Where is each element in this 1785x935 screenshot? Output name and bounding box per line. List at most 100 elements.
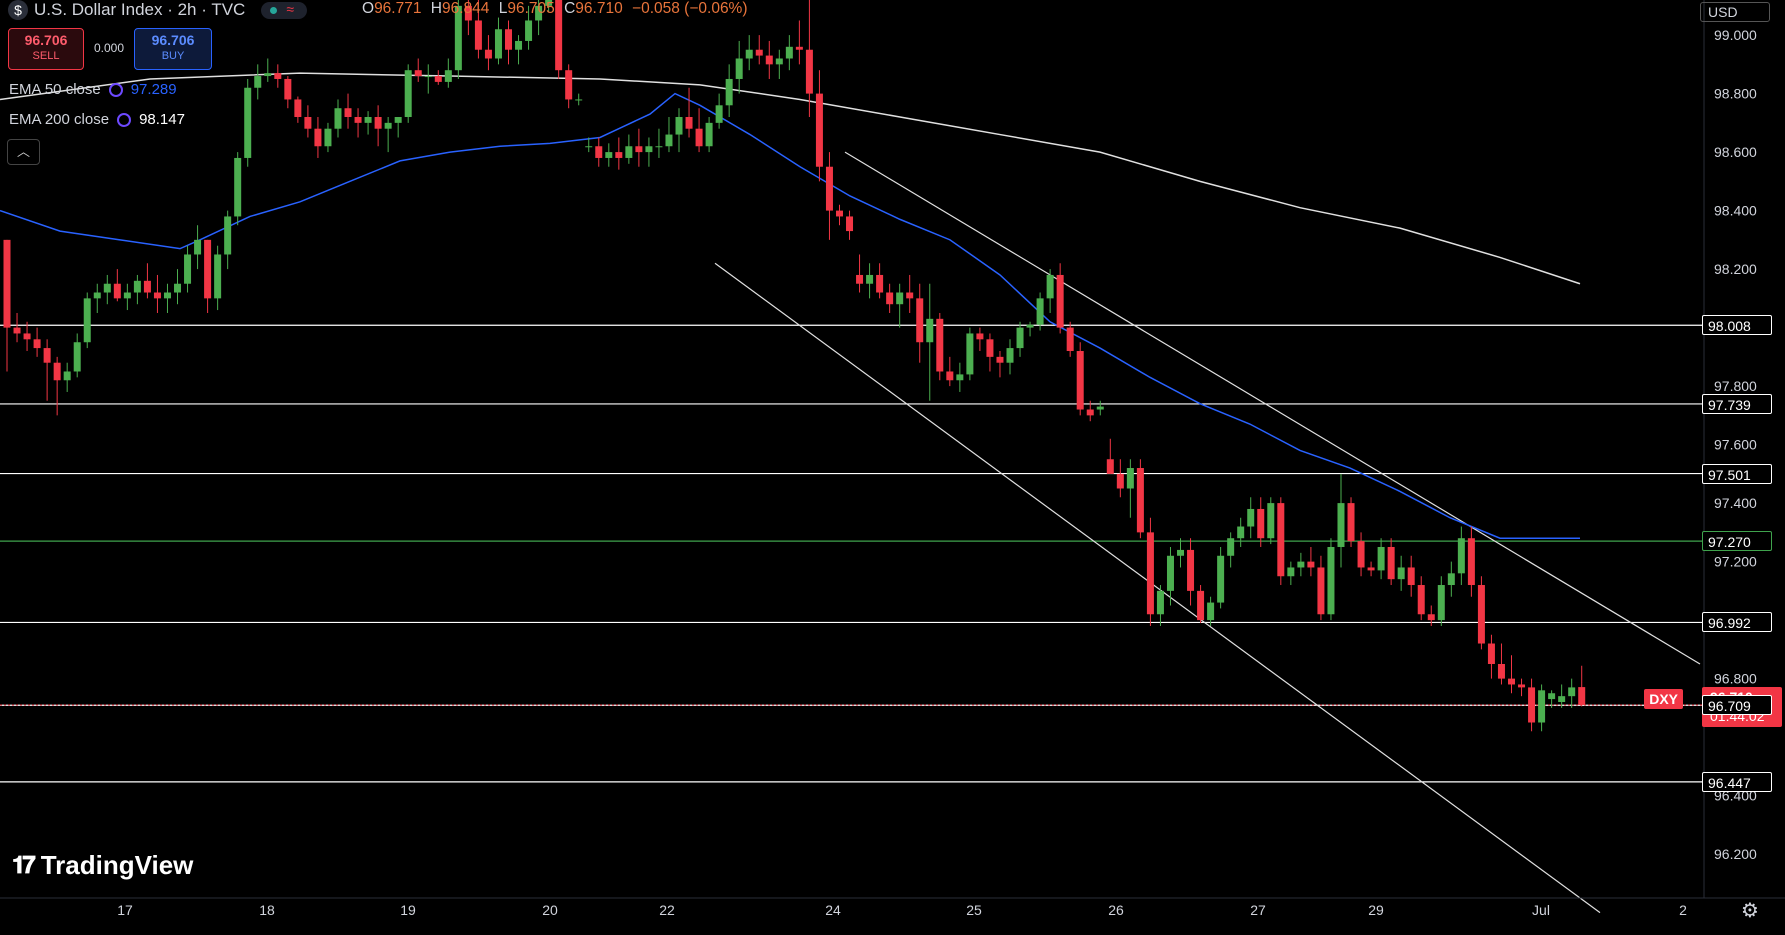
- brand-name: TradingView: [40, 850, 194, 880]
- candle-body: [825, 166, 833, 211]
- candle-body: [294, 99, 302, 118]
- candle-body: [1036, 298, 1044, 325]
- candle-body: [434, 76, 442, 82]
- candle-body: [1337, 503, 1345, 547]
- candle-body: [384, 122, 392, 129]
- candle-body: [1177, 549, 1185, 556]
- candle-body: [1578, 687, 1586, 705]
- candle-body: [163, 292, 171, 299]
- candle-body: [73, 342, 81, 372]
- ema50-line: [0, 92, 1580, 539]
- candle-body: [244, 87, 252, 158]
- candle-body: [1357, 541, 1365, 568]
- channel-line: [844, 151, 1701, 665]
- tv-logo-icon: 𝟏𝟕: [12, 851, 36, 879]
- candle-body: [194, 239, 202, 255]
- candle-body: [204, 239, 212, 299]
- candle-body: [876, 274, 884, 293]
- loading-icon: [108, 82, 123, 97]
- candle-body: [916, 298, 924, 343]
- low-value: 96.705: [507, 0, 555, 17]
- y-tick-label: 97.200: [1714, 554, 1757, 570]
- y-tick-label: 96.200: [1714, 846, 1757, 862]
- candle-body: [444, 70, 452, 82]
- candle-body: [184, 254, 192, 284]
- settings-gear-icon[interactable]: ⚙: [1741, 900, 1759, 922]
- ema50-legend[interactable]: EMA 50 close 97.289: [9, 81, 177, 98]
- candle-body: [394, 117, 402, 123]
- candle-body: [815, 93, 823, 167]
- candle-body: [1156, 590, 1164, 615]
- chart-header: $ U.S. Dollar Index · 2h · TVC ≈: [0, 0, 308, 20]
- candle-body: [685, 117, 693, 129]
- candle-body: [374, 117, 382, 129]
- candle-body: [976, 333, 984, 340]
- ema50-value: 97.289: [130, 81, 177, 98]
- currency-selector[interactable]: USD: [1700, 2, 1770, 22]
- candle-body: [745, 49, 753, 59]
- level-tag: 96.992: [1702, 612, 1772, 633]
- sell-button[interactable]: 96.706 SELL: [8, 28, 84, 70]
- y-tick-label: 97.600: [1714, 437, 1757, 453]
- candle-body: [926, 318, 934, 343]
- y-tick-label: 98.400: [1714, 203, 1757, 219]
- candle-body: [545, 0, 553, 6]
- chevron-up-icon[interactable]: ︿: [7, 139, 40, 165]
- candle-body: [1237, 526, 1245, 539]
- ohlc-readout: O96.771 H96.844 L96.705 C96.710 −0.058 (…: [362, 0, 748, 17]
- x-tick-label: 22: [659, 902, 675, 918]
- buy-button[interactable]: 96.706 BUY: [134, 28, 212, 70]
- candle-body: [1227, 538, 1235, 556]
- candle-body: [1146, 532, 1154, 615]
- candle-body: [695, 128, 703, 147]
- channel-line: [714, 262, 1601, 914]
- candle-body: [1277, 503, 1285, 577]
- candle-body: [13, 327, 21, 334]
- candle-body: [795, 46, 803, 50]
- level-tag: 96.709: [1702, 695, 1772, 716]
- market-status-icon[interactable]: ≈: [261, 1, 308, 19]
- candle-body: [123, 292, 131, 299]
- candle-body: [966, 333, 974, 375]
- candle-body: [1066, 327, 1074, 352]
- y-tick-label: 96.800: [1714, 671, 1757, 687]
- ema200-legend[interactable]: EMA 200 close 98.147: [9, 111, 185, 128]
- candle-body: [1267, 503, 1275, 539]
- candle-body: [1217, 555, 1225, 603]
- candle-body: [334, 108, 342, 129]
- candle-body: [254, 76, 262, 88]
- candle-body: [1508, 678, 1515, 685]
- candle-body: [1518, 684, 1526, 688]
- candle-body: [364, 117, 372, 123]
- symbol-title[interactable]: U.S. Dollar Index · 2h · TVC: [34, 0, 246, 19]
- close-value: 96.710: [575, 0, 623, 17]
- candle-body: [1467, 538, 1475, 586]
- candle-body: [1487, 643, 1495, 664]
- candle-body: [535, 5, 543, 21]
- candle-body: [1126, 468, 1134, 489]
- candle-body: [424, 76, 432, 78]
- candle-body: [956, 374, 964, 381]
- candle-body: [1317, 567, 1325, 615]
- candle-body: [675, 117, 683, 135]
- candle-body: [344, 108, 352, 118]
- tradingview-logo[interactable]: 𝟏𝟕 TradingView: [12, 850, 193, 881]
- ema200-label: EMA 200 close: [9, 111, 110, 128]
- candle-body: [1247, 508, 1255, 527]
- candle-body: [1347, 503, 1355, 542]
- x-tick-label: 20: [542, 902, 558, 918]
- candle-body: [525, 20, 533, 41]
- candle-body: [1166, 555, 1174, 591]
- x-tick-label: 17: [117, 902, 133, 918]
- level-tag: 96.447: [1702, 771, 1772, 792]
- sell-price: 96.706: [24, 32, 68, 48]
- x-tick-label: 2: [1679, 902, 1687, 918]
- candle-body: [133, 280, 141, 293]
- candle-body: [1548, 693, 1556, 700]
- candle-body: [33, 339, 41, 349]
- candle-body: [715, 105, 723, 123]
- level-tag: 97.501: [1702, 463, 1772, 484]
- candle-body: [1417, 585, 1425, 615]
- candle-body: [304, 117, 312, 129]
